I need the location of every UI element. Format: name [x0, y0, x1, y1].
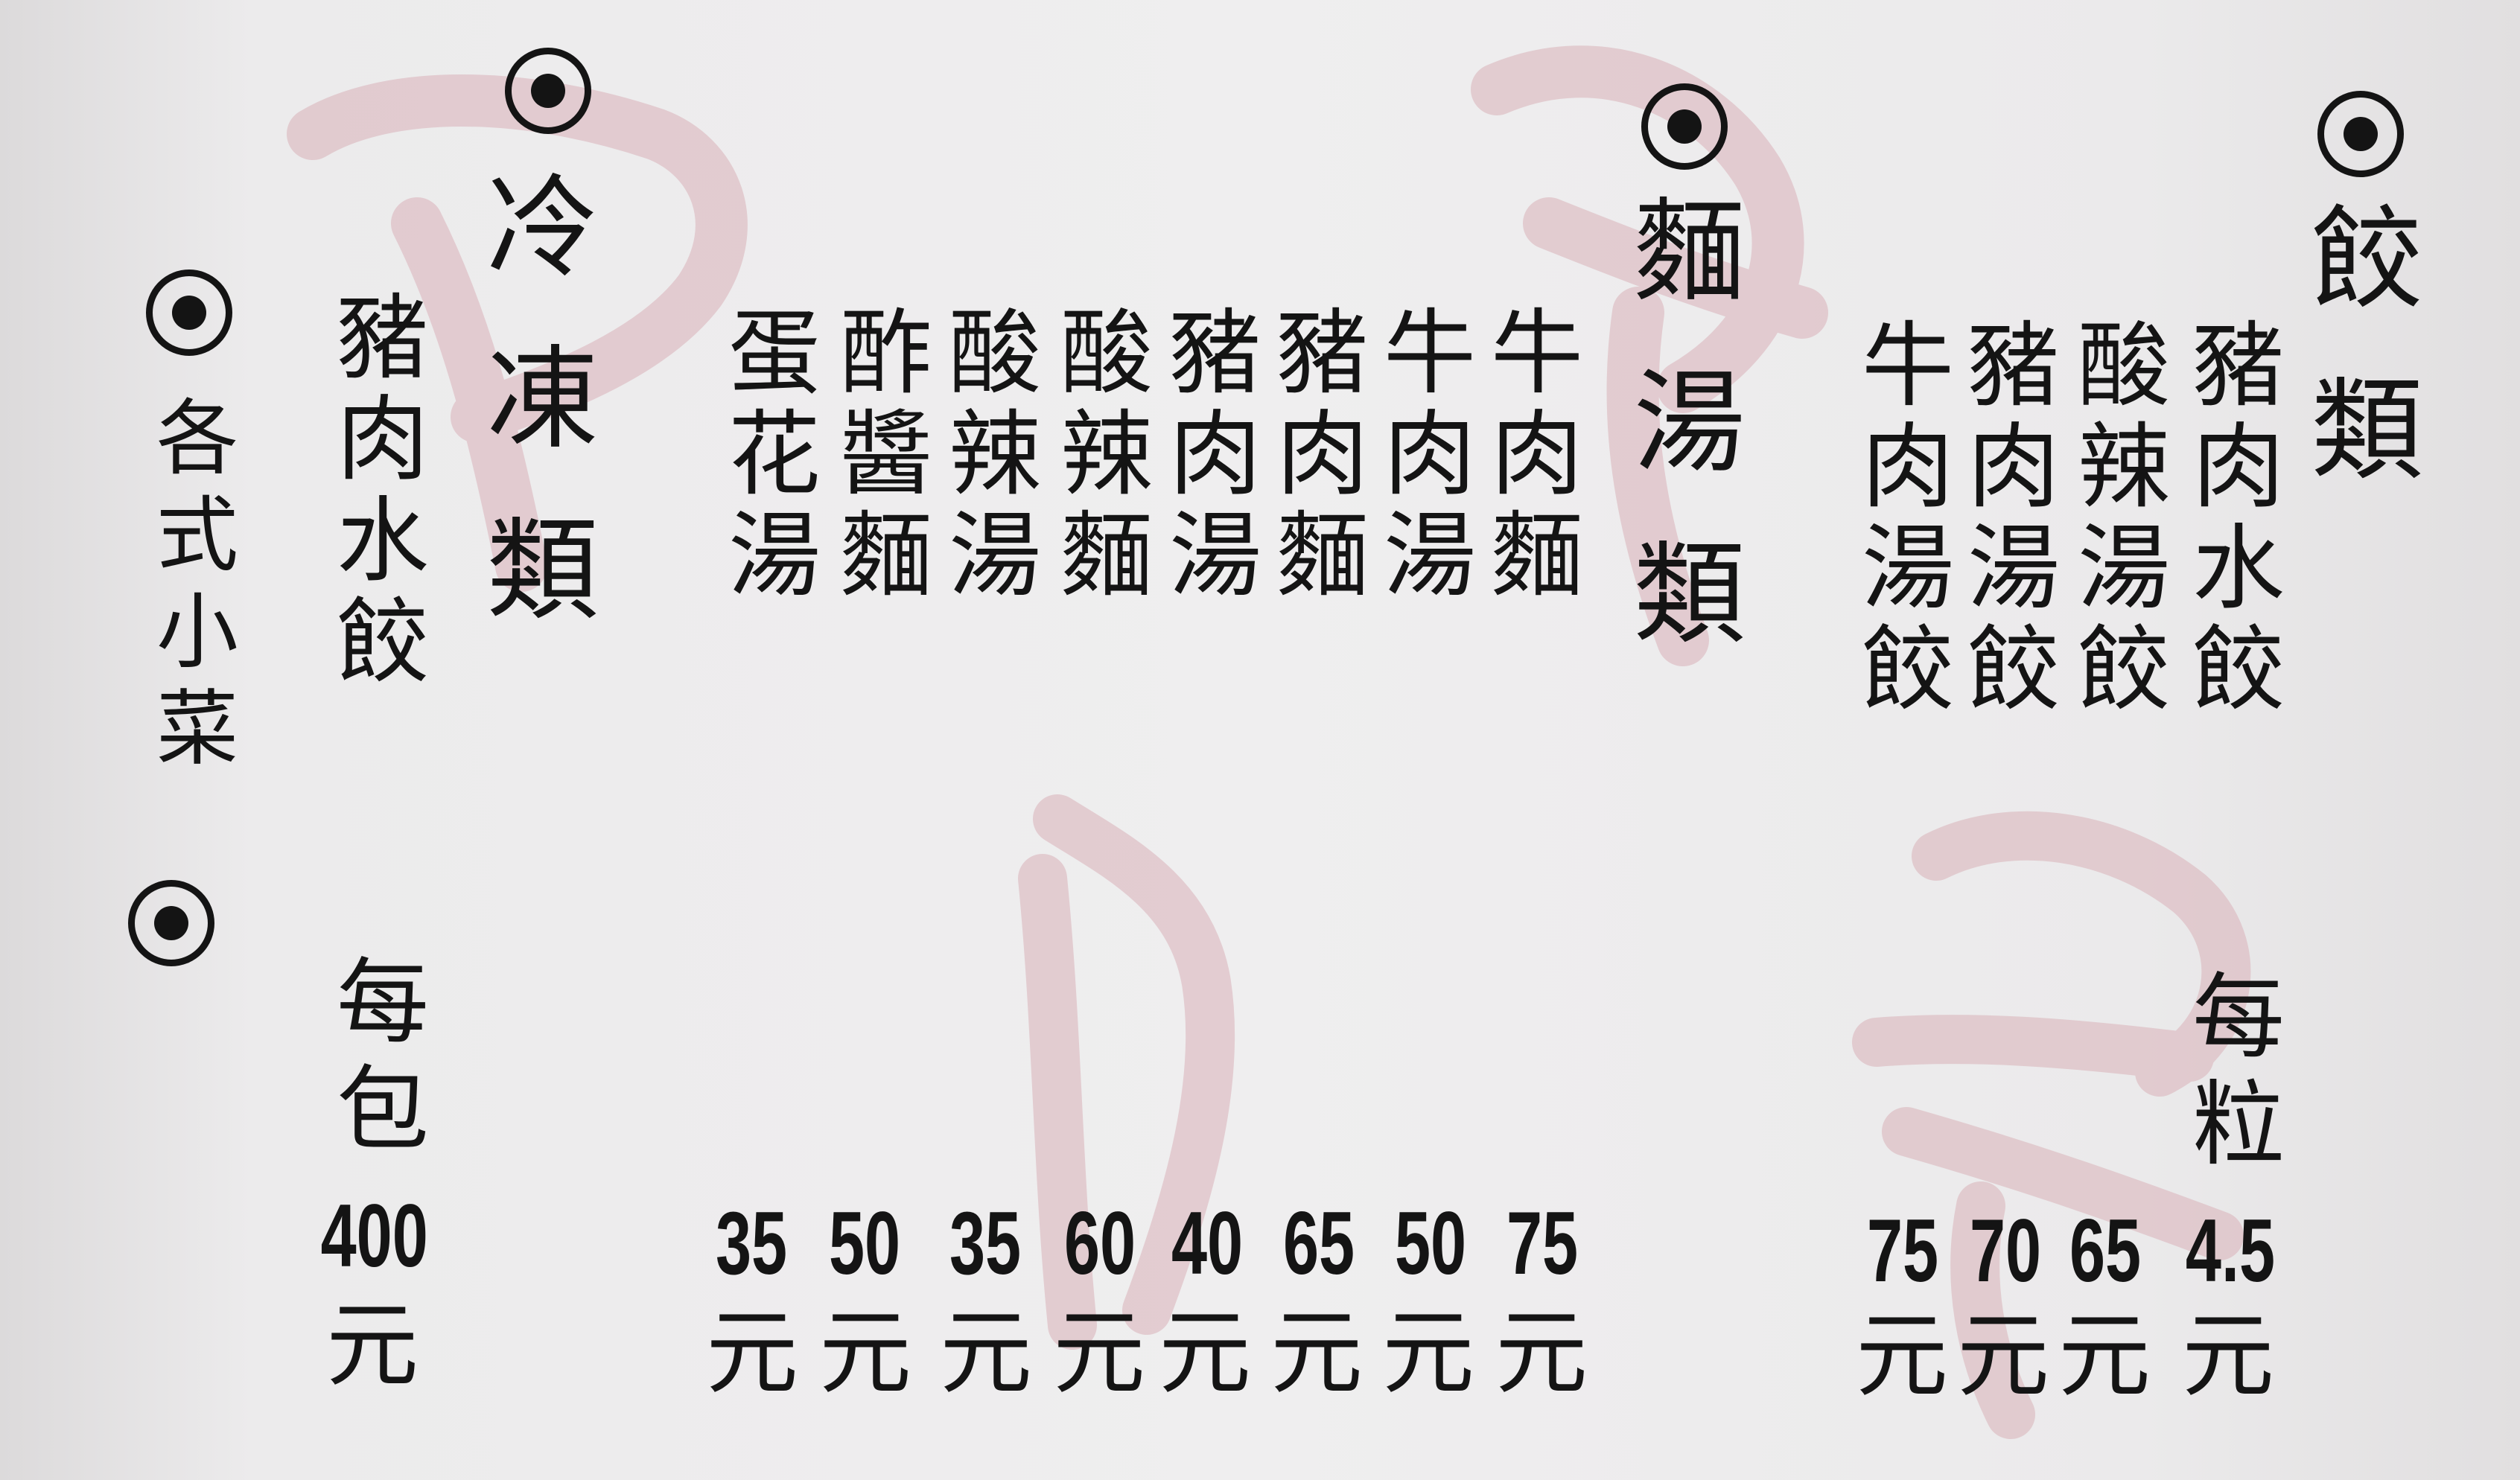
menu-item-price: 65 — [1282, 1193, 1355, 1293]
menu-item-price: 50 — [828, 1193, 901, 1293]
currency-unit: 元 — [1957, 1303, 2050, 1410]
currency-unit: 元 — [2182, 1303, 2275, 1410]
menu-item-price: 4.5 — [2185, 1201, 2276, 1301]
menu-item-price: 70 — [1969, 1201, 2042, 1301]
menu-item-price: 35 — [949, 1193, 1022, 1293]
currency-unit: 元 — [1856, 1303, 1949, 1410]
watermark-stroke-1 — [287, 74, 748, 592]
currency-unit: 元 — [1382, 1300, 1475, 1407]
menu-item-price: 50 — [1394, 1193, 1467, 1293]
section-title-dumplings: 餃類 — [2292, 200, 2422, 542]
watermark-stroke-2 — [1471, 45, 1828, 666]
menu-item-price: 75 — [1506, 1193, 1579, 1293]
currency-unit: 元 — [326, 1292, 419, 1400]
menu-item-price: 400 — [320, 1186, 428, 1286]
currency-unit: 元 — [2058, 1303, 2151, 1410]
currency-unit: 元 — [940, 1300, 1033, 1407]
currency-unit: 元 — [1270, 1300, 1364, 1407]
menu-item-price: 60 — [1063, 1193, 1136, 1293]
menu-item-price: 35 — [715, 1193, 788, 1293]
bullet-sides-top — [146, 269, 232, 356]
currency-unit: 元 — [706, 1300, 799, 1407]
menu-item-name: 酸辣麵 — [1044, 304, 1151, 607]
menu-item-name: 蛋花湯 — [712, 304, 819, 607]
menu-item-name: 酢醬麵 — [824, 304, 931, 607]
menu-item-name: 牛肉麵 — [1474, 304, 1582, 607]
currency-unit: 元 — [1159, 1300, 1252, 1407]
bullet-sides-bottom — [128, 880, 214, 966]
bullet-frozen — [505, 48, 591, 134]
section-title-frozen: 冷凍類 — [468, 168, 597, 682]
menu-item-name: 酸辣湯 — [932, 304, 1040, 607]
bullet-dumplings — [2317, 91, 2404, 177]
section-title-sides: 各式小菜 — [142, 395, 238, 782]
menu-item-price: 75 — [1866, 1201, 1939, 1301]
currency-unit: 元 — [819, 1300, 912, 1407]
menu-item-name: 豬肉湯 — [1153, 304, 1260, 607]
currency-unit: 元 — [1053, 1300, 1146, 1407]
menu-item-name: 牛肉湯餃 — [1845, 316, 1953, 721]
menu-item-name: 豬肉湯餃 — [1951, 316, 2058, 721]
menu-item-price: 40 — [1171, 1193, 1244, 1293]
currency-unit: 元 — [1495, 1300, 1588, 1407]
menu-item-name: 酸辣湯餃 — [2061, 316, 2169, 721]
per-piece-label: 每粒 — [2176, 968, 2283, 1182]
section-title-noodles: 麵湯類 — [1614, 192, 1744, 706]
menu-item-price: 65 — [2069, 1201, 2142, 1301]
menu-item-name: 豬肉麵 — [1260, 304, 1367, 607]
menu-item-name: 豬肉水餃 — [2176, 316, 2283, 721]
menu-item-name: 牛肉湯 — [1367, 304, 1474, 607]
menu-item-name: 豬肉水餃 — [320, 289, 427, 694]
bullet-noodles — [1641, 83, 1728, 170]
watermark-stroke-3 — [1018, 794, 1235, 1350]
watermark-stroke-4 — [1852, 811, 2251, 1439]
per-pack-label: 每包 — [320, 953, 427, 1167]
